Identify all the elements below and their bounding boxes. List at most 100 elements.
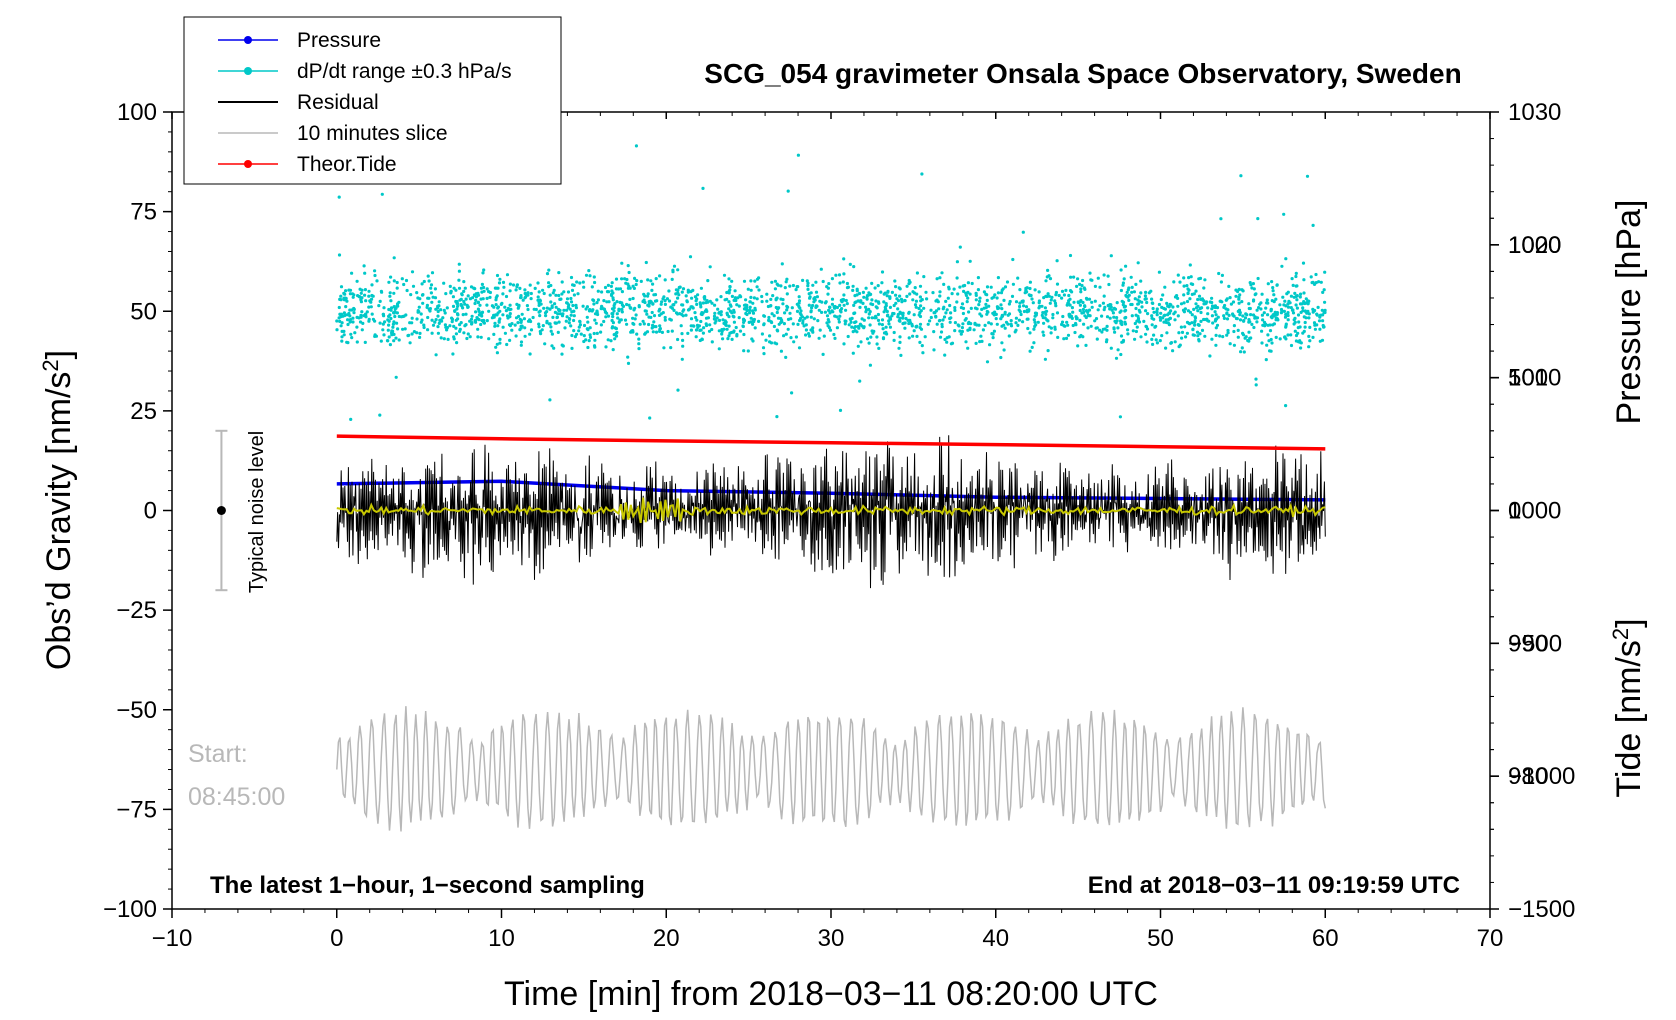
dpdt-point bbox=[361, 321, 365, 325]
dpdt-point bbox=[541, 288, 545, 292]
dpdt-point bbox=[1302, 329, 1306, 333]
dpdt-point bbox=[671, 303, 675, 307]
pressure-tick-label: 1000 bbox=[1508, 498, 1561, 525]
dpdt-point bbox=[1256, 276, 1260, 281]
dpdt-point bbox=[335, 319, 339, 323]
dpdt-point bbox=[352, 293, 356, 297]
dpdt-point bbox=[352, 306, 356, 311]
dpdt-point bbox=[385, 339, 390, 343]
dpdt-point bbox=[960, 329, 965, 334]
dpdt-point bbox=[912, 313, 916, 317]
dpdt-point bbox=[821, 279, 825, 284]
dpdt-point bbox=[521, 298, 525, 302]
dpdt-point bbox=[394, 336, 398, 340]
dpdt-point bbox=[880, 281, 884, 285]
dpdt-point bbox=[752, 296, 757, 300]
dpdt-point bbox=[823, 310, 828, 314]
dpdt-point bbox=[1093, 284, 1097, 288]
dpdt-point bbox=[466, 294, 470, 298]
dpdt-point bbox=[1200, 306, 1204, 310]
dpdt-point bbox=[966, 281, 971, 285]
dpdt-point bbox=[669, 318, 673, 322]
dpdt-point bbox=[699, 303, 703, 307]
dpdt-point bbox=[770, 280, 774, 284]
dpdt-point bbox=[1145, 327, 1150, 331]
dpdt-point bbox=[993, 310, 997, 314]
dpdt-point bbox=[1262, 311, 1266, 315]
dpdt-point bbox=[577, 325, 581, 329]
dpdt-point bbox=[637, 347, 641, 351]
dpdt-point bbox=[844, 319, 848, 323]
dpdt-point bbox=[1074, 321, 1078, 326]
dpdt-point bbox=[775, 282, 779, 286]
dpdt-point bbox=[1227, 284, 1231, 288]
dpdt-point bbox=[959, 332, 963, 336]
dpdt-point bbox=[575, 332, 579, 336]
dpdt-point bbox=[478, 303, 482, 307]
dpdt-point bbox=[852, 311, 856, 316]
dpdt-point bbox=[528, 332, 532, 336]
dpdt-point bbox=[814, 304, 818, 308]
dpdt-point bbox=[938, 294, 942, 298]
dpdt-point bbox=[1119, 268, 1123, 272]
dpdt-point bbox=[761, 346, 766, 350]
dpdt-point bbox=[1210, 314, 1214, 318]
dpdt-point bbox=[1302, 291, 1306, 295]
dpdt-point bbox=[1274, 335, 1278, 339]
dpdt-point bbox=[717, 311, 721, 315]
dpdt-point bbox=[753, 326, 757, 330]
dpdt-point bbox=[1323, 270, 1327, 274]
dpdt-point bbox=[1030, 345, 1034, 349]
dpdt-point bbox=[455, 307, 459, 311]
dpdt-point bbox=[686, 331, 690, 335]
dpdt-point bbox=[396, 302, 400, 306]
dpdt-point bbox=[783, 311, 787, 315]
dpdt-point bbox=[966, 321, 971, 326]
dpdt-point bbox=[545, 319, 549, 323]
dpdt-point bbox=[496, 305, 500, 309]
dpdt-point bbox=[881, 327, 885, 331]
dpdt-point bbox=[841, 280, 845, 284]
dpdt-point bbox=[415, 317, 419, 321]
dpdt-point bbox=[429, 283, 434, 287]
dpdt-point bbox=[762, 322, 766, 326]
dpdt-point bbox=[1239, 350, 1243, 354]
dpdt-point bbox=[542, 291, 546, 296]
dpdt-point bbox=[1307, 345, 1311, 349]
dpdt-point bbox=[1066, 323, 1070, 327]
dpdt-point bbox=[620, 277, 624, 281]
dpdt-point bbox=[503, 331, 507, 335]
dpdt-point bbox=[1286, 313, 1290, 318]
dpdt-point bbox=[457, 269, 461, 273]
dpdt-point bbox=[593, 280, 597, 285]
dpdt-point bbox=[969, 306, 973, 310]
dpdt-point bbox=[1088, 271, 1092, 275]
dpdt-point bbox=[369, 305, 373, 309]
dpdt-point bbox=[890, 290, 895, 294]
dpdt-point bbox=[1003, 326, 1007, 330]
dpdt-point bbox=[980, 339, 984, 343]
dpdt-point bbox=[746, 349, 750, 353]
dpdt-point bbox=[463, 286, 467, 290]
dpdt-point bbox=[1238, 293, 1242, 297]
dpdt-point bbox=[974, 298, 978, 302]
dpdt-point bbox=[479, 335, 483, 339]
dpdt-point bbox=[844, 308, 848, 312]
dpdt-point bbox=[955, 276, 959, 280]
dpdt-point bbox=[1275, 283, 1279, 287]
dpdt-point bbox=[727, 300, 731, 304]
dpdt-point bbox=[626, 355, 630, 359]
dpdt-point bbox=[990, 296, 994, 300]
dpdt-point bbox=[410, 332, 414, 336]
dpdt-point bbox=[797, 346, 802, 350]
dpdt-point bbox=[569, 296, 573, 301]
dpdt-point bbox=[348, 320, 352, 324]
dpdt-point bbox=[676, 312, 680, 316]
pressure-line bbox=[336, 479, 1326, 502]
dpdt-point bbox=[887, 319, 891, 323]
dpdt-point bbox=[817, 336, 821, 340]
dpdt-point bbox=[590, 285, 594, 289]
dpdt-point bbox=[1227, 313, 1231, 317]
dpdt-point bbox=[1304, 316, 1308, 320]
dpdt-point bbox=[712, 317, 717, 321]
